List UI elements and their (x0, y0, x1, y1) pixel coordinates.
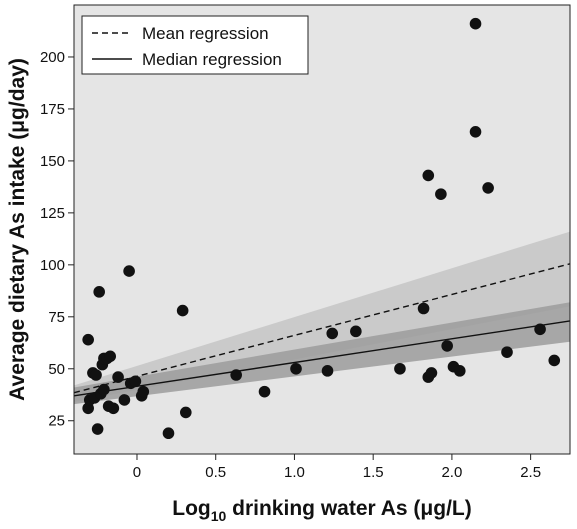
y-tick-label: 150 (40, 153, 65, 170)
x-tick-label: 2.0 (441, 464, 462, 481)
x-axis-title-main: Log (172, 497, 210, 520)
y-tick-label: 200 (40, 49, 65, 66)
data-point (548, 354, 561, 367)
data-point (501, 346, 513, 358)
x-axis-title-sub: 10 (211, 508, 227, 524)
data-point (435, 188, 447, 200)
regression-line-mean (74, 263, 570, 394)
y-tick-label: 50 (48, 361, 65, 378)
confidence-band-median (74, 302, 570, 405)
plot-frame (73, 4, 571, 455)
data-point (179, 406, 192, 419)
data-point (91, 423, 104, 435)
axes: 0 0.5 1.0 1.5 2.0 2.5 25 50 75 100 125 150 175 200 Log… (6, 4, 571, 524)
data-point (107, 402, 120, 415)
data-point (350, 325, 362, 338)
data-point (425, 367, 438, 379)
y-axis-title: Average dietary As intake (μg/day) (6, 58, 29, 401)
data-point (453, 365, 466, 377)
data-point (417, 302, 430, 315)
y-tick-label: 100 (40, 257, 65, 274)
x-tick-label: 2.5 (520, 464, 541, 481)
x-tick-label: 1.0 (284, 464, 305, 481)
data-point (321, 365, 334, 377)
x-tick-label: 0 (133, 464, 141, 481)
x-tick-label: 0.5 (205, 464, 226, 481)
data-point (137, 385, 150, 398)
data-point (123, 265, 135, 277)
y-tick-label: 125 (40, 205, 65, 222)
data-point (469, 126, 482, 138)
legend-label-median: Median regression (142, 50, 282, 69)
data-point (129, 375, 142, 388)
data-point (93, 286, 105, 298)
data-point (112, 371, 124, 383)
data-point (230, 369, 242, 381)
plot-contents (74, 17, 570, 440)
data-point (326, 327, 339, 340)
regression-line-median (74, 320, 570, 397)
data-point (90, 369, 102, 381)
data-point (534, 323, 546, 336)
data-point (258, 385, 271, 398)
data-point (82, 333, 94, 346)
data-point (394, 362, 406, 375)
data-point (98, 383, 110, 396)
data-point (162, 427, 175, 440)
y-tick-label: 75 (48, 309, 65, 326)
legend-box (81, 15, 309, 75)
data-point (290, 362, 302, 375)
x-tick-label: 1.5 (363, 464, 384, 481)
legend-label-mean: Mean regression (142, 24, 269, 43)
data-point (422, 169, 435, 182)
data-point (441, 340, 453, 352)
y-tick-label: 175 (40, 101, 65, 118)
plot-area (74, 5, 570, 454)
data-point (482, 182, 494, 194)
x-axis-title: Log10 drinking water As (μg/L) (172, 497, 471, 524)
data-point (118, 394, 131, 406)
data-point (176, 304, 189, 317)
y-tick-label: 25 (48, 413, 65, 430)
legend: Mean regression Median regression (81, 15, 309, 75)
data-point (469, 17, 482, 30)
confidence-band-mean (74, 231, 570, 403)
data-point (104, 350, 117, 363)
x-axis-title-rest: drinking water As (μg/L) (226, 497, 471, 520)
